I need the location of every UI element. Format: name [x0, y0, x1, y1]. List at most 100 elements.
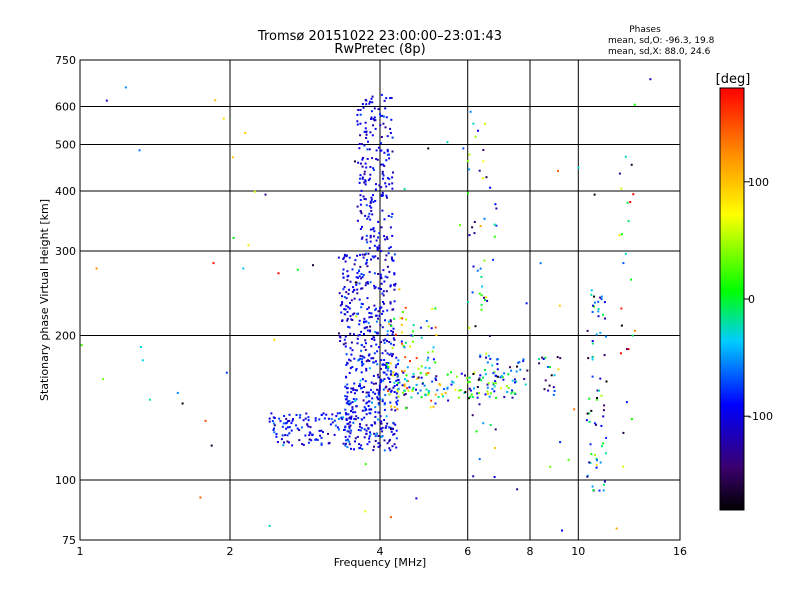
- data-point: [363, 144, 366, 147]
- data-point: [372, 228, 375, 231]
- data-point: [383, 378, 386, 381]
- data-point: [369, 166, 372, 168]
- data-point: [493, 223, 496, 226]
- data-point: [355, 276, 358, 279]
- data-point: [273, 431, 276, 434]
- data-point: [356, 113, 359, 116]
- data-point: [368, 437, 371, 440]
- data-point: [290, 422, 293, 425]
- data-point: [494, 380, 497, 383]
- data-point: [295, 424, 297, 427]
- data-point: [281, 434, 284, 437]
- data-point: [386, 330, 389, 333]
- data-point: [371, 424, 374, 427]
- data-point: [595, 466, 598, 469]
- data-point: [314, 419, 317, 422]
- data-point: [373, 287, 376, 290]
- data-point: [402, 311, 404, 313]
- data-point: [477, 129, 479, 132]
- data-point: [549, 465, 552, 468]
- data-point: [485, 356, 487, 359]
- data-point: [345, 439, 347, 442]
- data-point: [365, 360, 368, 363]
- data-point: [346, 319, 349, 322]
- data-point: [412, 386, 415, 389]
- data-point: [362, 106, 365, 109]
- data-point: [351, 268, 354, 271]
- data-point: [322, 431, 324, 434]
- data-point: [373, 272, 376, 275]
- data-point: [385, 254, 388, 257]
- data-point: [373, 284, 376, 287]
- data-point: [369, 173, 372, 176]
- data-point: [387, 367, 390, 370]
- data-point: [395, 396, 398, 399]
- data-point: [468, 234, 471, 237]
- data-point: [392, 343, 395, 346]
- data-point: [404, 407, 407, 410]
- data-point: [381, 114, 384, 117]
- data-point: [411, 390, 414, 392]
- data-point: [392, 421, 395, 424]
- data-point: [353, 448, 355, 451]
- data-point: [373, 107, 376, 110]
- data-point: [346, 279, 349, 282]
- data-point: [401, 370, 403, 373]
- data-point: [480, 294, 483, 297]
- data-point: [430, 327, 433, 330]
- data-point: [479, 374, 482, 377]
- data-point: [386, 340, 388, 342]
- data-point: [367, 179, 370, 182]
- data-point: [553, 390, 556, 392]
- data-point: [344, 412, 347, 414]
- data-point: [384, 349, 387, 352]
- data-point: [492, 382, 495, 385]
- data-point: [300, 426, 303, 429]
- data-point: [344, 308, 347, 311]
- data-point: [600, 298, 603, 301]
- data-point: [273, 424, 276, 427]
- data-point: [385, 362, 388, 364]
- data-point: [353, 417, 356, 420]
- data-point: [514, 381, 516, 384]
- data-point: [378, 232, 381, 235]
- data-point: [350, 299, 353, 302]
- data-point: [369, 236, 372, 239]
- data-point: [380, 226, 383, 229]
- data-point: [388, 177, 391, 180]
- data-point: [376, 158, 379, 161]
- data-point: [406, 366, 409, 369]
- data-point: [468, 168, 471, 171]
- data-point: [283, 441, 285, 444]
- data-point: [511, 379, 514, 382]
- data-point: [380, 306, 383, 309]
- data-point: [368, 412, 371, 415]
- data-point: [365, 367, 368, 370]
- data-point: [434, 377, 437, 380]
- data-point: [371, 157, 374, 160]
- data-point: [80, 344, 83, 347]
- data-point: [633, 329, 636, 332]
- data-point: [397, 395, 400, 398]
- data-point: [307, 419, 310, 422]
- data-point: [199, 496, 202, 499]
- data-point: [372, 391, 375, 394]
- data-point: [410, 396, 413, 399]
- data-point: [320, 436, 323, 439]
- data-point: [392, 171, 394, 174]
- data-point: [231, 156, 234, 159]
- data-point: [364, 326, 367, 329]
- data-point: [344, 442, 347, 445]
- data-point: [372, 227, 375, 230]
- data-point: [348, 288, 351, 291]
- data-point: [298, 416, 301, 419]
- data-point: [394, 282, 397, 285]
- data-point: [380, 380, 383, 383]
- data-point: [349, 367, 352, 370]
- data-point: [268, 524, 271, 527]
- data-point: [380, 288, 383, 290]
- data-point: [359, 210, 362, 213]
- data-point: [389, 449, 392, 452]
- data-point: [348, 435, 351, 438]
- info-line-x: mean, sd,X: 88.0, 24.6: [608, 47, 711, 57]
